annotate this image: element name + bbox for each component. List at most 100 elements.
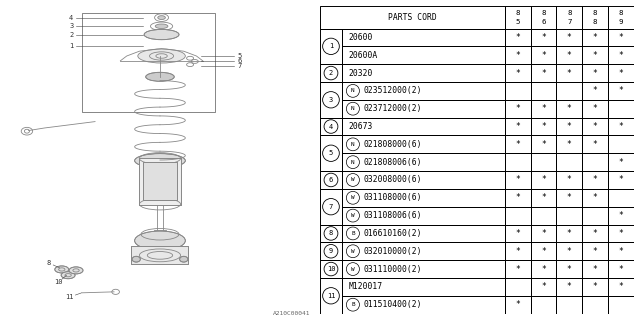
Bar <box>505 242 531 260</box>
Bar <box>608 296 634 314</box>
Bar <box>556 278 582 296</box>
Text: *: * <box>618 265 623 274</box>
Text: 4: 4 <box>69 15 74 20</box>
Text: *: * <box>541 51 546 60</box>
Bar <box>608 260 634 278</box>
Text: 2: 2 <box>329 70 333 76</box>
Text: *: * <box>593 68 598 77</box>
Text: *: * <box>618 122 623 131</box>
Bar <box>531 100 556 118</box>
Text: 8: 8 <box>329 230 333 236</box>
Bar <box>83 13 216 112</box>
Text: 011510400(2): 011510400(2) <box>364 300 422 309</box>
Text: *: * <box>567 68 572 77</box>
Text: 021808006(6): 021808006(6) <box>364 158 422 167</box>
Text: 031110000(2): 031110000(2) <box>364 265 422 274</box>
Text: *: * <box>541 193 546 202</box>
Bar <box>608 242 634 260</box>
Bar <box>608 189 634 207</box>
Text: *: * <box>567 193 572 202</box>
Bar <box>556 260 582 278</box>
Bar <box>505 278 531 296</box>
Text: *: * <box>593 86 598 95</box>
Text: 20600A: 20600A <box>348 51 378 60</box>
Text: 032010000(2): 032010000(2) <box>364 247 422 256</box>
Bar <box>505 225 531 242</box>
Text: *: * <box>567 282 572 292</box>
Ellipse shape <box>61 272 75 279</box>
Bar <box>582 207 608 225</box>
Bar <box>505 207 531 225</box>
Bar <box>582 82 608 100</box>
Bar <box>582 225 608 242</box>
Text: 023512000(2): 023512000(2) <box>364 86 422 95</box>
Ellipse shape <box>138 49 186 63</box>
Bar <box>556 135 582 153</box>
Bar <box>531 207 556 225</box>
Bar <box>342 189 505 207</box>
Ellipse shape <box>134 154 186 168</box>
Bar <box>608 100 634 118</box>
Text: *: * <box>515 104 520 113</box>
Text: 4: 4 <box>329 124 333 130</box>
Text: W: W <box>351 249 355 254</box>
Bar <box>531 296 556 314</box>
Ellipse shape <box>146 72 174 81</box>
Text: *: * <box>593 282 598 292</box>
Text: 5: 5 <box>329 150 333 156</box>
Text: *: * <box>541 175 546 184</box>
Bar <box>556 296 582 314</box>
Text: 8: 8 <box>567 11 572 16</box>
Text: *: * <box>515 229 520 238</box>
Text: *: * <box>515 175 520 184</box>
Bar <box>582 260 608 278</box>
Bar <box>320 189 342 225</box>
Bar <box>342 278 505 296</box>
Text: *: * <box>618 229 623 238</box>
Bar <box>505 296 531 314</box>
Text: *: * <box>567 122 572 131</box>
Bar <box>505 64 531 82</box>
Bar <box>556 6 582 28</box>
Text: *: * <box>567 247 572 256</box>
Text: 2: 2 <box>69 32 74 38</box>
Bar <box>342 135 505 153</box>
Text: W: W <box>351 213 355 218</box>
Bar <box>342 296 505 314</box>
Text: *: * <box>515 140 520 149</box>
Text: 9: 9 <box>329 248 333 254</box>
Text: B: B <box>351 231 355 236</box>
Text: *: * <box>593 140 598 149</box>
Text: *: * <box>541 229 546 238</box>
Bar <box>582 135 608 153</box>
Bar <box>342 64 505 82</box>
Text: *: * <box>567 265 572 274</box>
Bar <box>505 82 531 100</box>
Bar <box>342 242 505 260</box>
Ellipse shape <box>132 256 140 262</box>
Ellipse shape <box>158 16 165 20</box>
Ellipse shape <box>180 256 188 262</box>
Bar <box>131 246 189 264</box>
Text: N: N <box>351 88 355 93</box>
Text: *: * <box>618 247 623 256</box>
Text: 7: 7 <box>567 19 572 25</box>
Text: *: * <box>515 33 520 42</box>
Text: *: * <box>593 51 598 60</box>
Bar <box>556 28 582 46</box>
Text: *: * <box>541 68 546 77</box>
Bar <box>531 260 556 278</box>
Ellipse shape <box>134 231 186 250</box>
Text: 11: 11 <box>327 293 335 299</box>
Bar <box>608 28 634 46</box>
Ellipse shape <box>144 29 179 40</box>
Text: *: * <box>593 229 598 238</box>
Text: PARTS CORD: PARTS CORD <box>388 13 437 22</box>
Text: 016610160(2): 016610160(2) <box>364 229 422 238</box>
Text: 20600: 20600 <box>348 33 372 42</box>
Bar <box>531 153 556 171</box>
Text: 5: 5 <box>516 19 520 25</box>
Text: *: * <box>618 211 623 220</box>
Text: N: N <box>351 142 355 147</box>
Bar <box>531 28 556 46</box>
